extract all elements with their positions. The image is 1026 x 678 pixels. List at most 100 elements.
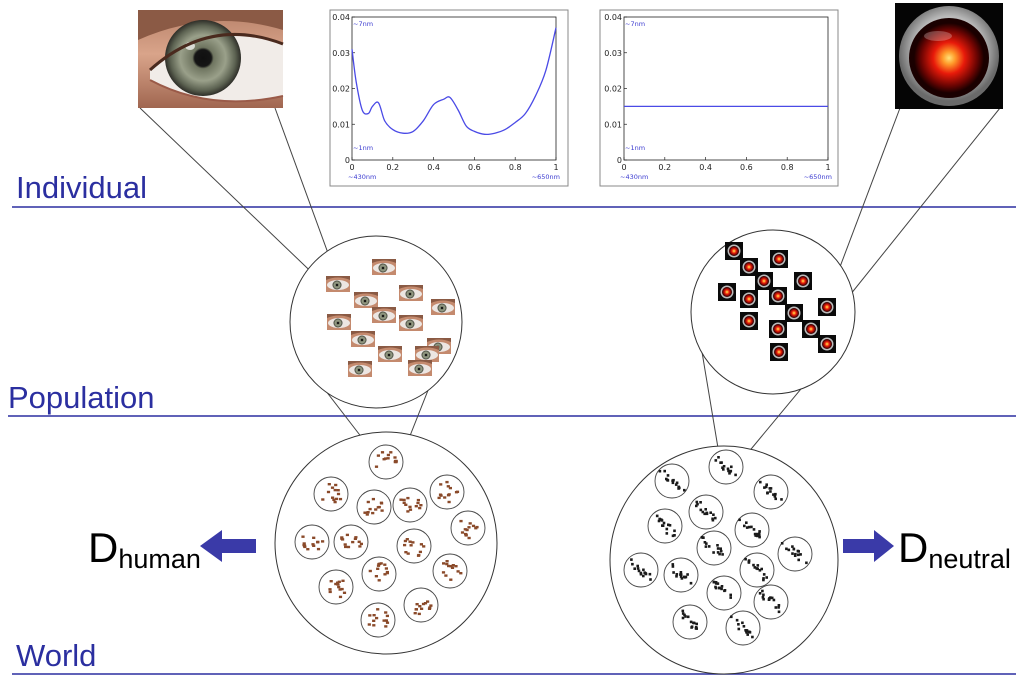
- eye-dot: [411, 541, 415, 544]
- hal-dot: [780, 498, 783, 501]
- sub-population-circle: [392, 487, 428, 523]
- hal-dot: [756, 534, 759, 538]
- eye-dot: [404, 551, 408, 554]
- hal-dot: [671, 563, 675, 566]
- eye-dot: [383, 563, 387, 566]
- eye-dot: [379, 501, 383, 504]
- eye-dot: [403, 543, 407, 547]
- eye-dot: [414, 505, 418, 508]
- hal-dot: [673, 534, 676, 537]
- hal-dot: [727, 469, 730, 473]
- eye-dot: [459, 572, 463, 575]
- sub-population-circle: [647, 508, 683, 544]
- hal-dot: [681, 612, 685, 615]
- x-tick-label: 0.4: [427, 163, 440, 172]
- hal-dot: [696, 502, 699, 506]
- hal-dot: [705, 511, 709, 515]
- eye-dot: [383, 573, 387, 576]
- eye-dot: [408, 508, 413, 511]
- sub-population-circle: [333, 524, 369, 560]
- hal-dot: [761, 596, 765, 599]
- hal-dot: [667, 523, 670, 527]
- hal-dot: [769, 490, 772, 493]
- hal-dot: [657, 519, 661, 523]
- eye-dot: [422, 545, 426, 548]
- eye-dot: [445, 480, 449, 484]
- d-human-subscript: human: [118, 544, 201, 574]
- connector-eye-photo-to-population: [139, 107, 327, 287]
- hal-dot: [794, 552, 797, 556]
- hal-dot: [633, 567, 636, 570]
- hal-dot: [777, 604, 781, 607]
- eye-dot: [328, 590, 332, 594]
- x-band-label-low: ~430nm: [348, 173, 376, 181]
- eye-dot: [372, 619, 376, 622]
- eye-dot: [336, 492, 341, 496]
- eye-dot: [406, 496, 410, 500]
- hal-dot: [791, 545, 794, 548]
- chart-plot-area: [351, 16, 557, 161]
- eye-dot: [351, 540, 355, 544]
- eye-dot: [455, 490, 460, 493]
- human-world-circle: [274, 431, 498, 655]
- hal-dot: [765, 576, 768, 579]
- y-tick-label: 0: [345, 156, 350, 165]
- hal-dot: [636, 567, 640, 570]
- hal-dot: [684, 615, 687, 618]
- y-tick-label: 0.02: [332, 85, 350, 94]
- eye-dot: [354, 536, 358, 539]
- eye-dot: [442, 562, 446, 565]
- human-eye-icon: [138, 10, 284, 108]
- eye-dot: [446, 485, 450, 488]
- hal-dot: [673, 529, 676, 533]
- eye-dot: [346, 545, 351, 549]
- hal-dot: [735, 618, 739, 622]
- eye-dot: [334, 497, 339, 501]
- y-tick-label: 0.02: [604, 85, 622, 94]
- eye-dot: [446, 494, 451, 497]
- hal-dot: [702, 536, 705, 539]
- eye-dot: [375, 616, 379, 620]
- eye-dot: [327, 483, 331, 486]
- hal-dot: [793, 554, 797, 557]
- eye-dot: [413, 612, 417, 615]
- svg-text:Dneutral: Dneutral: [898, 524, 1011, 574]
- eye-dot: [441, 571, 446, 574]
- eye-dot: [464, 532, 468, 536]
- hal-dot: [679, 571, 683, 574]
- hal-dot: [705, 542, 708, 545]
- hal-dot: [765, 483, 768, 486]
- eye-dot: [389, 451, 393, 454]
- eye-dot: [336, 489, 340, 492]
- hal-dot: [709, 511, 712, 514]
- hal-dot: [712, 580, 716, 584]
- eye-dot: [331, 496, 335, 499]
- hal-dot: [717, 456, 720, 459]
- hal-dot: [665, 527, 669, 531]
- y-band-label-low: ~1nm: [353, 144, 373, 152]
- hal-dot: [799, 553, 802, 556]
- chart-neutral-spectrum: 0 0.2 0.4 0.6 0.8 1 0 0.01 0.02 0.03 0.04 ~430nm ~65…: [599, 9, 839, 187]
- eye-dot: [345, 533, 349, 537]
- eye-dot: [415, 603, 419, 606]
- hal-dot: [719, 461, 722, 464]
- eye-dot: [334, 582, 338, 586]
- eye-dot: [437, 496, 441, 500]
- hal-dot: [663, 469, 666, 473]
- hal-dot: [674, 483, 678, 486]
- eye-dot: [420, 607, 424, 610]
- eye-dot: [416, 498, 420, 502]
- eye-dot: [408, 540, 412, 543]
- hal-dot: [766, 491, 769, 494]
- hal-dot: [716, 547, 720, 550]
- eye-dot: [450, 566, 455, 569]
- hal-dot: [741, 621, 744, 625]
- hal-thumbnail-icon: [802, 320, 820, 338]
- hal-dot: [747, 559, 751, 562]
- hal-dot: [753, 532, 757, 536]
- sub-population-circle: [708, 449, 744, 485]
- y-band-label-low: ~1nm: [625, 144, 645, 152]
- neutral-population-circle: [690, 229, 856, 395]
- eye-dot: [338, 588, 342, 591]
- sub-population-circle: [368, 444, 404, 480]
